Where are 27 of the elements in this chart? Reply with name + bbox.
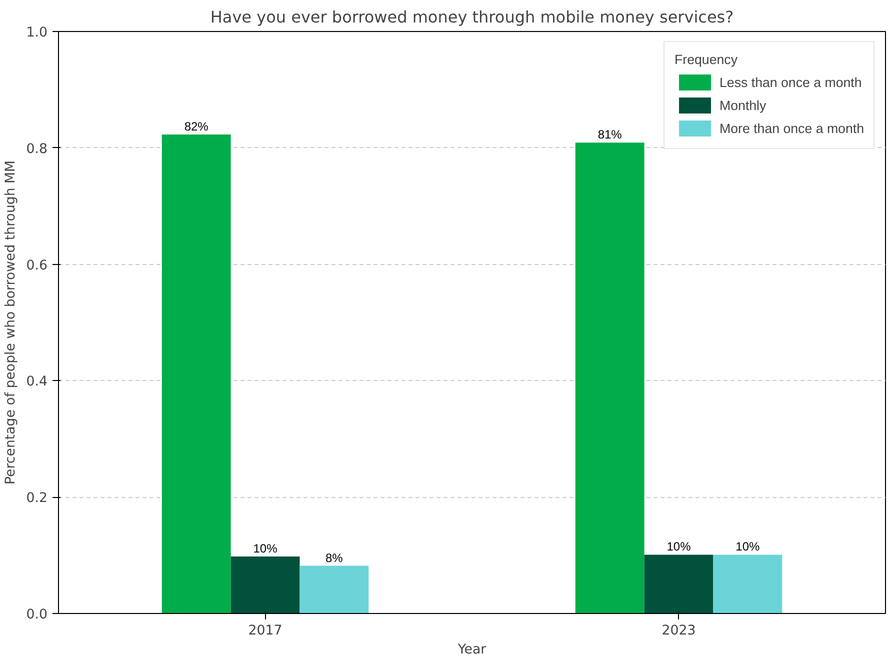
bar	[300, 566, 369, 614]
bar	[644, 554, 714, 614]
bar	[230, 556, 300, 614]
y-tick-label: 0.0	[26, 608, 48, 622]
chart-title: Have you ever borrowed money through mobile money services?	[210, 8, 734, 26]
bar	[162, 134, 231, 614]
x-tick-label: 2023	[662, 624, 696, 638]
y-axis-title: Percentage of people who borrowed through MM	[3, 160, 18, 485]
data-label: 10%	[253, 541, 278, 556]
legend-label: Monthly	[720, 98, 766, 112]
bar	[713, 554, 782, 614]
data-label: 10%	[736, 540, 760, 554]
legend-title: Frequency	[674, 52, 738, 67]
legend-label: More than once a month	[720, 120, 864, 136]
x-tick-label: 2017	[248, 624, 282, 638]
legend-label: Less than once a month	[720, 74, 862, 90]
data-label: 8%	[325, 550, 344, 565]
bar	[575, 142, 644, 614]
y-tick-label: 0.4	[26, 374, 48, 390]
x-axis-title: Year	[456, 642, 487, 658]
y-tick-label: 0.6	[26, 258, 48, 274]
y-tick-label: 1.0	[26, 26, 48, 40]
y-tick-label: 0.8	[26, 142, 48, 157]
y-tick-label: 0.2	[26, 491, 48, 506]
data-label: 82%	[184, 120, 209, 134]
data-label: 10%	[666, 540, 692, 554]
data-label: 81%	[598, 128, 622, 142]
